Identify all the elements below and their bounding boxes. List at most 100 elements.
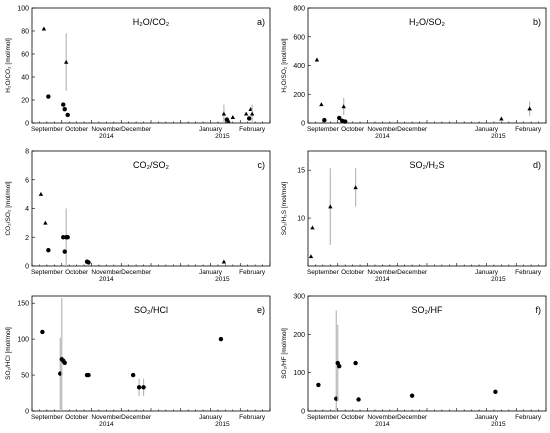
y-tick-label: 0	[301, 121, 305, 128]
data-point-circle	[353, 360, 358, 366]
x-month-label: November	[367, 414, 398, 421]
y-tick-label: 0	[25, 409, 29, 416]
panel-label: c)	[258, 160, 266, 170]
x-month-label: January	[475, 269, 499, 276]
x-month-label: January	[199, 126, 223, 133]
data-point-triangle	[230, 115, 236, 120]
x-month-label: October	[341, 126, 365, 133]
data-point-triangle	[221, 259, 227, 264]
x-month-label: December	[397, 269, 428, 276]
data-point-triangle	[353, 185, 358, 190]
y-tick-label: 40	[21, 75, 29, 82]
x-month-label: December	[121, 269, 152, 276]
data-point-circle	[337, 115, 342, 121]
x-month-label: February	[515, 126, 542, 133]
chart-panel: 10 15 September October November December Janu…	[281, 150, 547, 283]
y-tick-label: 80	[21, 29, 29, 36]
chart-title: SO₂/HCl	[134, 305, 168, 315]
x-year-label: 2014	[375, 421, 390, 428]
x-year-label: 2014	[99, 276, 114, 283]
data-point-circle	[224, 117, 230, 122]
chart-title: SO₂/H₂S	[410, 160, 445, 170]
x-month-label: October	[65, 414, 89, 421]
x-month-label: September	[307, 414, 340, 421]
x-month-label: November	[367, 269, 398, 276]
data-point-triangle	[527, 106, 532, 111]
x-month-label: November	[91, 414, 122, 421]
panel-label: b)	[533, 17, 541, 27]
chart-panel: 0 50 100 150 September October November Decembe…	[5, 295, 271, 428]
panel-label: d)	[533, 160, 541, 170]
chart-title: CO₂/SO₂	[133, 160, 169, 170]
x-month-label: October	[65, 269, 89, 276]
y-tick-label: 100	[17, 337, 29, 344]
data-point-triangle	[319, 102, 324, 107]
x-month-label: October	[65, 126, 89, 133]
x-month-label: September	[31, 269, 64, 276]
data-point-circle	[141, 385, 146, 390]
x-year-label: 2014	[99, 133, 114, 140]
x-year-label: 2015	[215, 421, 230, 428]
x-month-label: November	[367, 126, 398, 133]
data-point-circle	[356, 397, 361, 402]
y-tick-label: 50	[21, 373, 29, 380]
x-month-label: September	[31, 414, 64, 421]
x-year-label: 2015	[491, 276, 506, 283]
y-axis-label: SO₂/H₂S [mol/mol]	[281, 182, 288, 236]
y-tick-label: 0	[301, 409, 305, 416]
panel-label: a)	[257, 17, 265, 27]
data-point-triangle	[41, 26, 47, 31]
data-point-triangle	[244, 111, 249, 116]
data-point-circle	[130, 372, 136, 378]
x-month-label: September	[307, 126, 340, 133]
x-month-label: February	[239, 269, 266, 276]
x-month-label: January	[199, 269, 223, 276]
y-axis-label: H₂O/SO₂ [mol/mol]	[281, 38, 288, 92]
y-tick-label: 300	[293, 294, 305, 301]
x-month-label: February	[515, 269, 542, 276]
y-tick-label: 200	[293, 332, 305, 339]
x-month-label: December	[397, 414, 428, 421]
data-point-circle	[86, 260, 91, 265]
x-month-label: February	[239, 414, 266, 421]
x-year-label: 2015	[491, 133, 506, 140]
chart-title: H₂O/SO₂	[409, 17, 445, 27]
chart-title: SO₂/HF	[412, 305, 443, 315]
data-point-circle	[65, 235, 70, 240]
data-point-circle	[46, 94, 51, 99]
y-axis-label: CO₂/SO₂ [mol/mol]	[5, 181, 12, 235]
x-month-label: January	[475, 414, 499, 421]
panel-label: f)	[536, 305, 542, 315]
data-point-circle	[62, 360, 67, 366]
x-month-label: December	[121, 126, 152, 133]
x-month-label: November	[91, 269, 122, 276]
y-tick-label: 150	[17, 301, 29, 308]
y-tick-label: 60	[21, 52, 29, 59]
y-axis-label: SO₂/HCl [mol/mol]	[5, 327, 12, 380]
data-point-circle	[136, 385, 142, 390]
data-point-circle	[40, 329, 45, 335]
y-tick-label: 15	[297, 168, 305, 175]
y-axis-label: H₂O/CO₂ [mol/mol]	[5, 38, 12, 93]
x-month-label: January	[199, 414, 223, 421]
y-tick-label: 10	[297, 216, 305, 223]
y-tick-label: 6	[25, 177, 29, 184]
x-year-label: 2015	[215, 133, 230, 140]
data-point-triangle	[314, 57, 320, 62]
data-point-circle	[65, 112, 70, 118]
data-point-circle	[409, 393, 415, 398]
y-axis-label: SO₂/HF [mol/mol]	[281, 328, 288, 379]
y-tick-label: 200	[293, 92, 305, 99]
data-point-circle	[322, 117, 327, 123]
x-year-label: 2015	[215, 276, 230, 283]
x-month-label: November	[91, 126, 122, 133]
data-point-circle	[62, 249, 67, 254]
x-month-label: September	[307, 269, 340, 276]
x-month-label: October	[341, 269, 365, 276]
data-point-circle	[316, 382, 321, 388]
y-tick-label: 0	[25, 264, 29, 271]
y-tick-label: 400	[293, 63, 305, 70]
chart-panel: 0 20 40 60 80 100 September October November Dece…	[5, 6, 271, 140]
chart-panel: 0 100 200 300 September October November Decemb…	[281, 294, 547, 428]
x-month-label: October	[341, 414, 365, 421]
